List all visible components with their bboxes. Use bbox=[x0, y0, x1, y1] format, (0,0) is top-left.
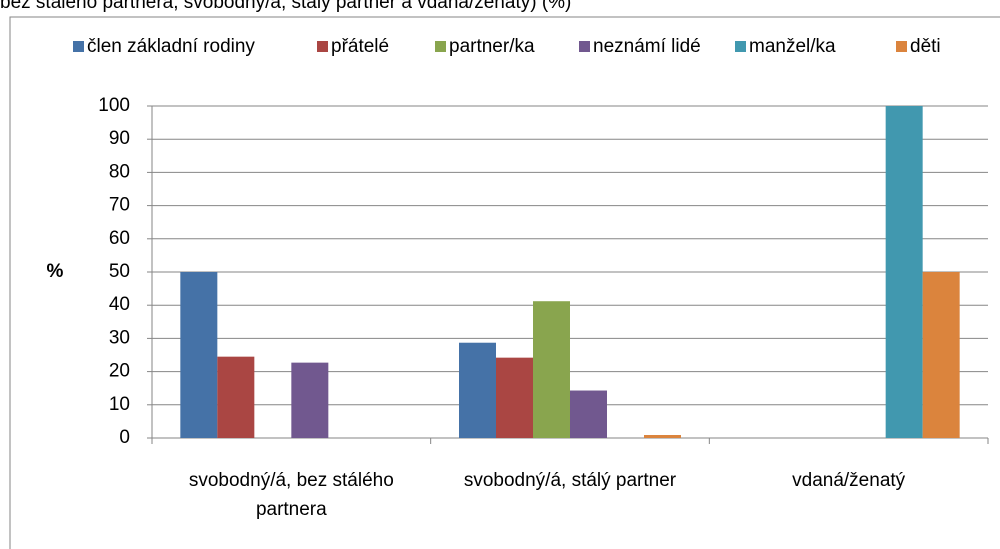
bar bbox=[496, 357, 533, 438]
y-tick-label: 0 bbox=[119, 427, 130, 448]
legend-swatch bbox=[896, 41, 907, 52]
legend-label: partner/ka bbox=[449, 36, 535, 57]
bar bbox=[459, 342, 496, 438]
bar bbox=[922, 272, 960, 438]
x-tick-label: svobodný/á, bez stálého partnera bbox=[188, 470, 394, 520]
bar bbox=[180, 272, 218, 438]
legend-swatch bbox=[435, 41, 446, 52]
legend-swatch bbox=[579, 41, 590, 52]
y-tick-label: 20 bbox=[109, 361, 130, 382]
legend-swatch bbox=[73, 41, 84, 52]
legend-label: neznámí lidé bbox=[593, 36, 701, 57]
y-axis-label: % bbox=[47, 261, 64, 282]
y-tick-label: 90 bbox=[109, 128, 130, 149]
y-tick-label: 50 bbox=[109, 261, 130, 282]
y-tick-label: 100 bbox=[98, 95, 130, 116]
bar bbox=[533, 301, 570, 438]
y-tick-label: 70 bbox=[109, 195, 130, 216]
bar bbox=[570, 390, 607, 438]
legend-swatch bbox=[735, 41, 746, 52]
x-tick-label: svobodný/á, stálý partner bbox=[463, 470, 677, 491]
y-tick-label: 60 bbox=[109, 228, 130, 249]
legend-label: člen základní rodiny bbox=[87, 36, 255, 57]
chart-frame bbox=[9, 16, 1000, 549]
legend-label: manžel/ka bbox=[749, 36, 836, 57]
x-tick-label: vdaná/ženatý bbox=[792, 470, 906, 491]
bar bbox=[291, 362, 329, 438]
y-tick-label: 30 bbox=[109, 327, 130, 348]
legend-label: přátelé bbox=[331, 36, 389, 57]
legend-swatch bbox=[317, 41, 328, 52]
legend-label: děti bbox=[910, 36, 941, 57]
y-tick-label: 40 bbox=[109, 294, 130, 315]
bar bbox=[217, 356, 255, 438]
y-tick-label: 80 bbox=[109, 161, 130, 182]
chart-title: bez stálého partnera, svobodný/á, stálý … bbox=[0, 0, 571, 13]
bar bbox=[644, 435, 681, 438]
y-tick-label: 10 bbox=[109, 394, 130, 415]
bar bbox=[885, 106, 923, 438]
